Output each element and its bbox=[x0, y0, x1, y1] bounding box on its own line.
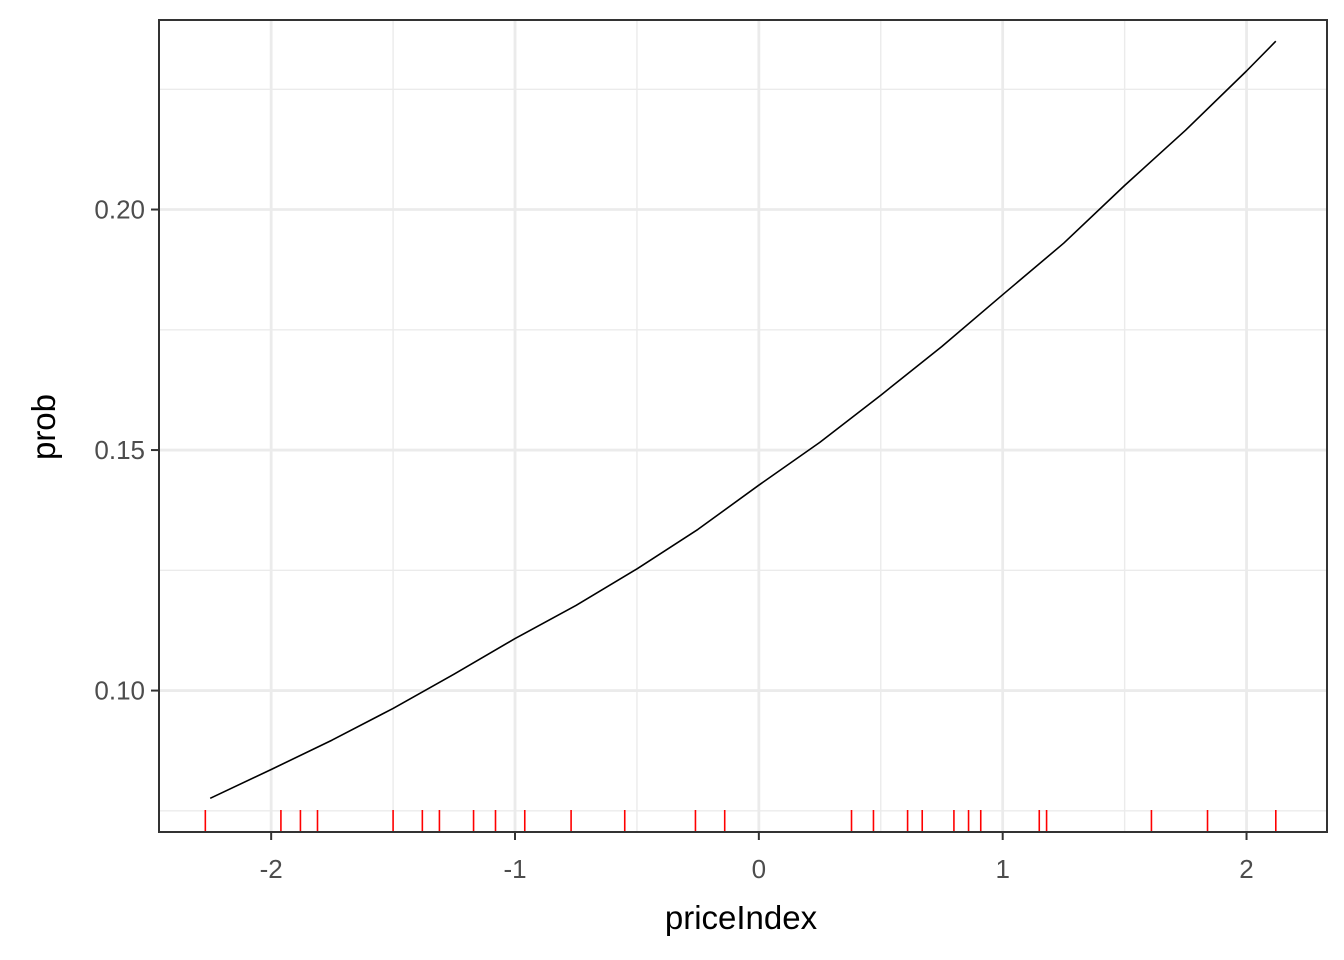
series-line bbox=[209, 40, 1277, 800]
series-layer bbox=[209, 40, 1277, 800]
y-axis-title: prob bbox=[25, 394, 62, 460]
x-axis-title: priceIndex bbox=[665, 899, 818, 936]
panel-border bbox=[158, 19, 1328, 833]
major-grid bbox=[159, 20, 1327, 832]
x-axis: -2 -1 0 1 2 bbox=[260, 832, 1254, 884]
rug-layer bbox=[204, 810, 1277, 832]
x-tick-label: 2 bbox=[1239, 854, 1253, 884]
x-tick-label: -1 bbox=[503, 854, 526, 884]
x-tick-label: 0 bbox=[752, 854, 766, 884]
y-tick-label: 0.20 bbox=[94, 195, 145, 225]
x-tick-label: 1 bbox=[995, 854, 1009, 884]
y-tick-label: 0.10 bbox=[94, 676, 145, 706]
y-axis: 0.10 0.15 0.20 bbox=[94, 195, 159, 706]
minor-grid bbox=[159, 20, 1327, 832]
y-tick-label: 0.15 bbox=[94, 435, 145, 465]
x-tick-label: -2 bbox=[260, 854, 283, 884]
